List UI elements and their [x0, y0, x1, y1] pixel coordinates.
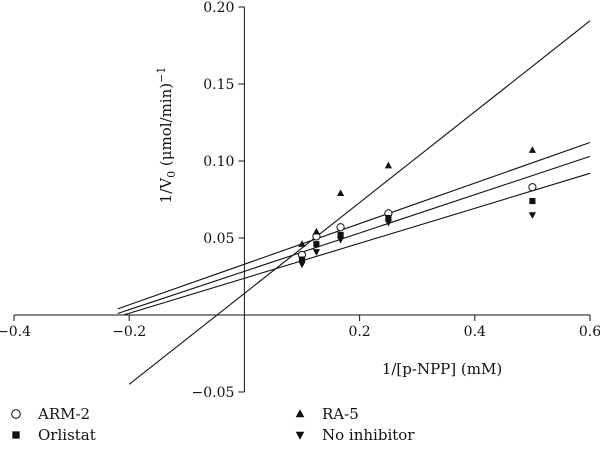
legend-label: No inhibitor [322, 426, 415, 444]
data-point [336, 236, 345, 244]
x-tick-label: 0.4 [464, 324, 486, 340]
data-point [528, 146, 536, 153]
x-tick-label: −0.4 [0, 324, 31, 340]
data-point [298, 240, 306, 247]
legend: ARM-2 Orlistat RA-5 No inhibitor [11, 405, 415, 444]
y-axis-label-sub: 0 [165, 171, 178, 178]
data-point [336, 223, 345, 232]
x-axis-label: 1/[p-NPP] (mM) [382, 360, 502, 378]
data-point [384, 161, 392, 169]
y-tick-label: 0.15 [203, 77, 234, 93]
data-points [297, 146, 537, 269]
data-point [528, 212, 536, 219]
x-tick-label: −0.2 [112, 324, 146, 340]
axes: −0.4 −0.2 0.2 0.4 0.6 −0.05 0.05 0.10 0.15 0.20 [0, 0, 600, 401]
data-point [298, 261, 306, 269]
y-axis-label: 1/V0 (μmol/min)−1 [155, 67, 178, 204]
legend-label: Orlistat [38, 426, 96, 444]
y-tick-label: 0.10 [203, 154, 234, 170]
y-axis-label-sup: −1 [155, 67, 168, 83]
axis-labels: 1/[p-NPP] (mM) 1/V0 (μmol/min)−1 [155, 67, 502, 378]
fit-line [117, 142, 591, 310]
y-tick-label: −0.05 [191, 385, 234, 401]
data-point [385, 214, 392, 222]
legend-marker [295, 409, 305, 418]
fit-line [117, 155, 591, 314]
data-point [298, 256, 306, 263]
y-tick-label: 0.20 [203, 0, 234, 16]
data-point [312, 227, 320, 235]
data-point [528, 183, 537, 192]
data-point [336, 189, 345, 197]
legend-label: ARM-2 [37, 405, 90, 423]
legend-marker [12, 431, 20, 439]
data-point [384, 219, 392, 227]
legend-label: RA-5 [322, 405, 359, 423]
fit-line [128, 20, 591, 385]
data-point [313, 241, 320, 248]
x-tick-label: 0.6 [579, 324, 600, 340]
x-tick-label: 0.2 [348, 324, 370, 340]
data-point [337, 231, 344, 238]
fit-line [123, 172, 591, 316]
y-axis-label-main: 1/V [157, 177, 175, 204]
data-point [529, 197, 536, 205]
data-point [312, 249, 320, 256]
y-axis-label-units: (μmol/min) [157, 83, 175, 171]
y-tick-label: 0.05 [203, 231, 234, 247]
legend-marker [295, 431, 305, 440]
legend-marker [11, 409, 21, 419]
fit-lines [117, 20, 591, 385]
